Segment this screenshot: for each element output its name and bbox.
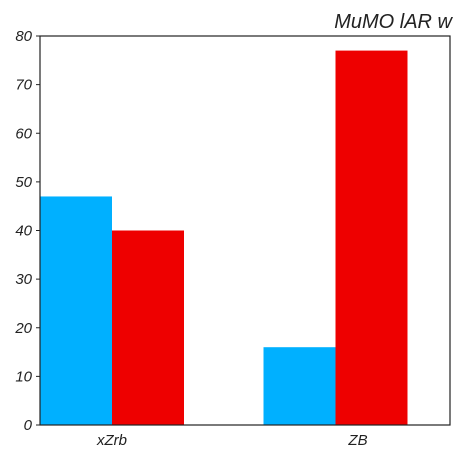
y-tick-label: 60 bbox=[15, 125, 32, 142]
bar-xZrb-series-1 bbox=[40, 196, 112, 425]
y-tick-label: 0 bbox=[24, 417, 33, 434]
y-tick-label: 80 bbox=[15, 28, 32, 45]
bars-group bbox=[40, 50, 408, 426]
y-tick-label: 30 bbox=[15, 271, 32, 288]
bar-xZrb-series-2 bbox=[112, 230, 184, 425]
chart-title: MuMO lAR w bbox=[334, 11, 453, 33]
x-tick-label: ZB bbox=[347, 432, 367, 449]
x-tick-label: xZrb bbox=[96, 432, 127, 449]
y-tick-label: 50 bbox=[15, 174, 32, 191]
plot-frame bbox=[39, 35, 451, 426]
x-axis: xZrb ZB bbox=[96, 432, 368, 449]
y-tick-label: 40 bbox=[15, 223, 32, 240]
y-tick-label: 70 bbox=[15, 77, 32, 94]
y-tick-label: 10 bbox=[15, 368, 32, 385]
bar-ZB-series-1 bbox=[263, 347, 336, 425]
y-axis: 0 10 20 30 40 50 60 70 80 bbox=[14, 28, 40, 434]
y-tick-label: 20 bbox=[14, 320, 32, 337]
bar-ZB-series-2 bbox=[335, 50, 408, 426]
